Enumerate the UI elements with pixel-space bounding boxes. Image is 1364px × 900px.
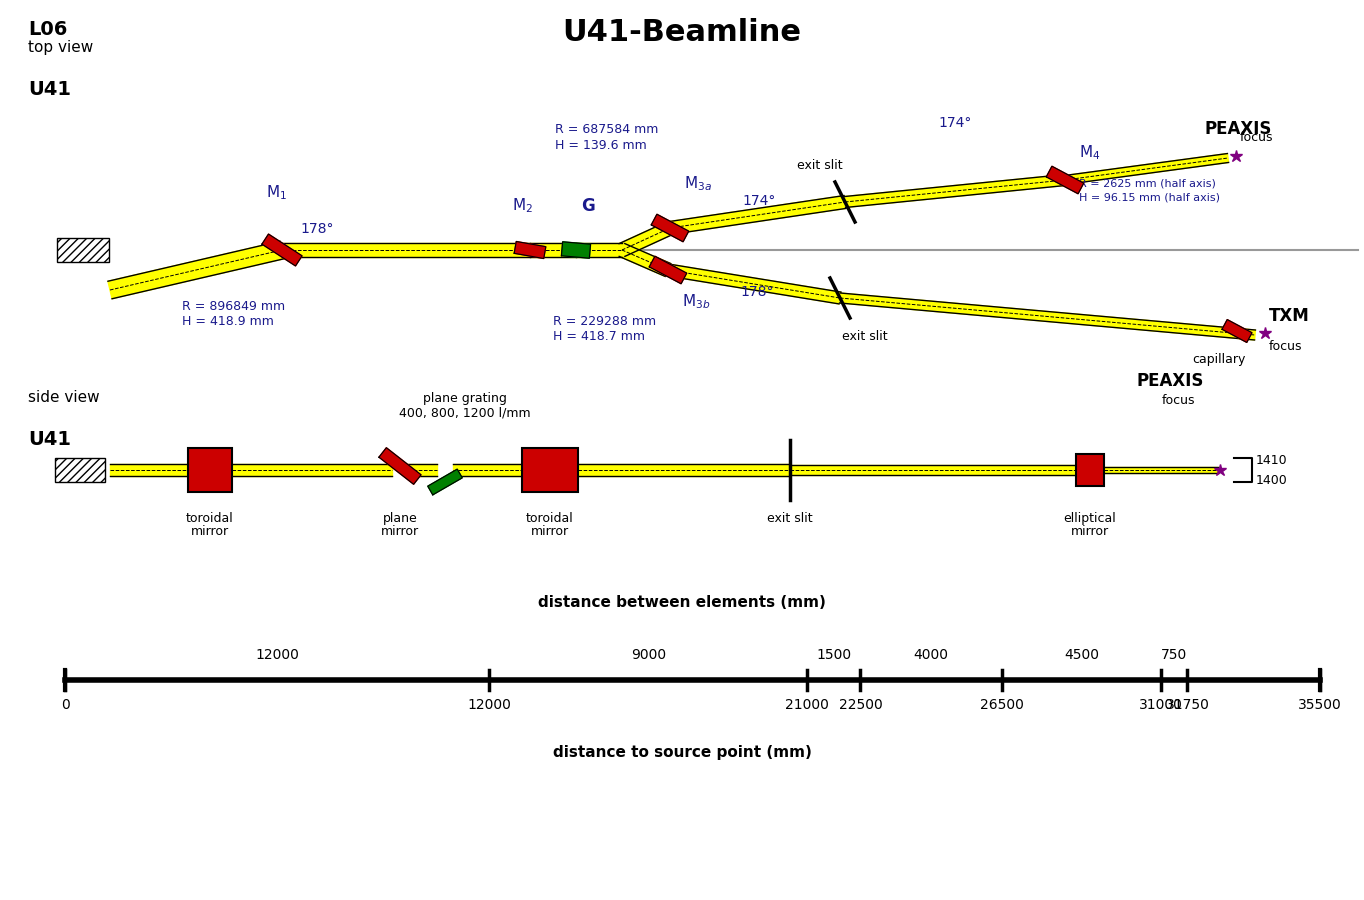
Text: plane grating: plane grating	[423, 392, 507, 405]
Polygon shape	[667, 264, 842, 304]
Text: U41: U41	[29, 80, 71, 99]
Text: mirror: mirror	[531, 525, 569, 538]
Polygon shape	[576, 243, 622, 257]
Bar	[522, 448, 578, 492]
Text: focus: focus	[1269, 340, 1303, 353]
Text: elliptical: elliptical	[1064, 512, 1116, 525]
Text: 0: 0	[60, 698, 70, 712]
Polygon shape	[408, 464, 436, 476]
Text: H = 139.6 mm: H = 139.6 mm	[555, 139, 647, 152]
Text: H = 96.15 mm (half axis): H = 96.15 mm (half axis)	[1079, 192, 1219, 202]
Polygon shape	[1222, 320, 1252, 342]
Text: TXM: TXM	[1269, 307, 1309, 325]
Text: 35500: 35500	[1299, 698, 1342, 712]
Text: 31750: 31750	[1165, 698, 1210, 712]
Text: H = 418.9 mm: H = 418.9 mm	[181, 315, 274, 328]
Polygon shape	[649, 256, 686, 284]
Polygon shape	[108, 241, 284, 299]
Polygon shape	[844, 175, 1065, 208]
Text: 12000: 12000	[255, 648, 299, 662]
Polygon shape	[232, 464, 391, 476]
Text: capillary: capillary	[1192, 353, 1245, 366]
Text: PEAXIS: PEAXIS	[1204, 120, 1273, 138]
Bar	[1076, 454, 1103, 486]
Text: 174°: 174°	[938, 116, 971, 130]
Text: toroidal: toroidal	[186, 512, 233, 525]
Polygon shape	[282, 243, 531, 257]
Polygon shape	[428, 469, 462, 495]
Text: H = 418.7 mm: H = 418.7 mm	[552, 330, 645, 343]
Text: exit slit: exit slit	[797, 159, 843, 172]
Text: 750: 750	[1161, 648, 1187, 662]
Text: 174°: 174°	[742, 194, 775, 208]
Text: L06: L06	[29, 20, 67, 39]
Text: exit slit: exit slit	[767, 512, 813, 525]
Polygon shape	[262, 234, 301, 266]
Text: 1400: 1400	[1256, 473, 1288, 487]
Polygon shape	[453, 464, 522, 476]
Polygon shape	[651, 214, 689, 242]
Text: mirror: mirror	[191, 525, 229, 538]
Text: 400, 800, 1200 l/mm: 400, 800, 1200 l/mm	[400, 407, 531, 420]
Text: M$_4$: M$_4$	[1079, 143, 1101, 162]
Text: 21000: 21000	[786, 698, 829, 712]
Text: distance to source point (mm): distance to source point (mm)	[552, 745, 812, 760]
Polygon shape	[578, 464, 790, 476]
Text: side view: side view	[29, 390, 100, 405]
Polygon shape	[619, 221, 672, 256]
Text: 22500: 22500	[839, 698, 883, 712]
Bar	[55, 458, 105, 482]
Polygon shape	[840, 293, 1255, 340]
Text: R = 2625 mm (half axis): R = 2625 mm (half axis)	[1079, 178, 1215, 188]
Text: PEAXIS: PEAXIS	[1136, 372, 1203, 390]
Polygon shape	[379, 447, 421, 484]
Text: mirror: mirror	[1071, 525, 1109, 538]
Polygon shape	[790, 465, 1076, 475]
Text: M$_{3a}$: M$_{3a}$	[683, 175, 712, 193]
Text: 9000: 9000	[630, 648, 666, 662]
Polygon shape	[531, 243, 576, 257]
Polygon shape	[1103, 467, 1218, 473]
Text: distance between elements (mm): distance between elements (mm)	[537, 595, 827, 610]
Text: 178°: 178°	[741, 285, 773, 299]
Text: 4500: 4500	[1064, 648, 1099, 662]
Text: R = 896849 mm: R = 896849 mm	[181, 300, 285, 313]
Text: R = 687584 mm: R = 687584 mm	[555, 123, 659, 136]
Text: G: G	[581, 197, 595, 215]
Polygon shape	[562, 242, 591, 258]
Polygon shape	[670, 195, 846, 234]
Polygon shape	[619, 244, 671, 276]
Polygon shape	[1046, 166, 1084, 194]
Text: exit slit: exit slit	[842, 330, 888, 343]
Text: 26500: 26500	[979, 698, 1024, 712]
Text: U41: U41	[29, 430, 71, 449]
Text: R = 229288 mm: R = 229288 mm	[552, 315, 656, 328]
Text: focus: focus	[1240, 131, 1274, 144]
Polygon shape	[110, 464, 188, 476]
Text: M$_{3b}$: M$_{3b}$	[682, 292, 711, 310]
Text: 178°: 178°	[300, 222, 334, 236]
Text: 31000: 31000	[1139, 698, 1183, 712]
Text: U41-Beamline: U41-Beamline	[562, 18, 802, 47]
Text: mirror: mirror	[381, 525, 419, 538]
Text: toroidal: toroidal	[527, 512, 574, 525]
Text: 12000: 12000	[468, 698, 512, 712]
Text: 4000: 4000	[914, 648, 948, 662]
Text: top view: top view	[29, 40, 93, 55]
Text: plane: plane	[383, 512, 417, 525]
Text: M$_2$: M$_2$	[512, 196, 532, 215]
Text: 1410: 1410	[1256, 454, 1288, 466]
Polygon shape	[1064, 154, 1229, 184]
Polygon shape	[514, 241, 546, 258]
Text: 1500: 1500	[816, 648, 851, 662]
Text: M$_1$: M$_1$	[266, 184, 288, 202]
Bar	[188, 448, 232, 492]
Text: focus: focus	[1161, 394, 1195, 407]
Bar	[57, 238, 109, 262]
